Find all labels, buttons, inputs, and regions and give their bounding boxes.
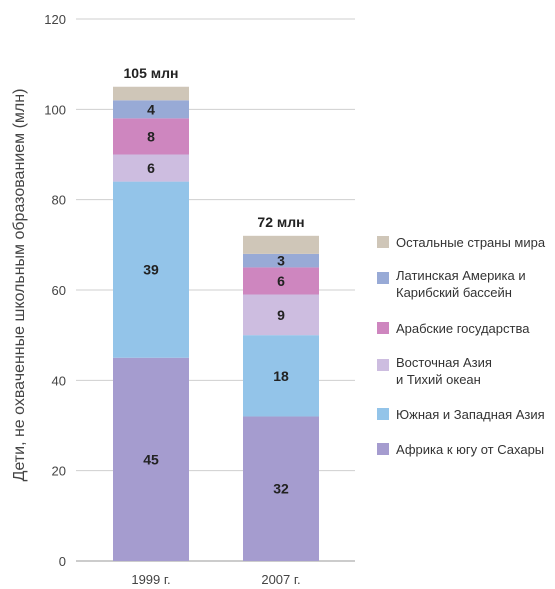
bars: 45 39 6 8 4 105 млн 32 18 9 6 3 72 млн (113, 65, 319, 561)
data-label: 39 (143, 262, 159, 278)
bar-segment (113, 86, 189, 101)
y-axis-ticks: 0 20 40 60 80 100 120 (44, 12, 66, 569)
bar-segment (243, 335, 319, 417)
y-axis-label: Дети, не охваченные школьным образование… (11, 89, 28, 482)
legend-label: и Тихий океан (396, 372, 481, 387)
x-axis-ticks: 1999 г. 2007 г. (131, 572, 300, 587)
data-label: 32 (273, 481, 289, 497)
y-tick-label: 20 (52, 464, 66, 479)
total-label: 105 млн (124, 65, 179, 81)
bar-segment (243, 235, 319, 254)
legend-swatch (377, 408, 389, 420)
y-tick-label: 80 (52, 193, 66, 208)
bar-segment (113, 118, 189, 155)
data-label: 6 (277, 273, 285, 289)
y-tick-label: 60 (52, 283, 66, 298)
legend-label: Латинская Америка и (396, 268, 526, 283)
bar-segment (113, 154, 189, 182)
legend-swatch (377, 322, 389, 334)
y-tick-label: 100 (44, 102, 66, 117)
bar-segment (113, 181, 189, 358)
data-label: 4 (147, 101, 155, 117)
y-tick-label: 0 (59, 554, 66, 569)
bar-segment (243, 416, 319, 561)
bar-segment (243, 253, 319, 268)
data-label: 45 (143, 451, 159, 467)
legend-label: Арабские государства (396, 321, 530, 336)
legend-label: Африка к югу от Сахары (396, 442, 544, 457)
legend-swatch (377, 272, 389, 284)
bar-segment (243, 294, 319, 336)
legend-swatch (377, 359, 389, 371)
legend-swatch (377, 443, 389, 455)
legend-label: Остальные страны мира (396, 235, 546, 250)
legend: Остальные страны мира Латинская Америка и… (377, 235, 546, 457)
x-tick-label: 2007 г. (261, 572, 300, 587)
data-label: 6 (147, 160, 155, 176)
data-label: 9 (277, 307, 285, 323)
data-label: 18 (273, 368, 289, 384)
legend-label: Восточная Азия (396, 355, 492, 370)
total-label: 72 млн (257, 214, 304, 230)
y-tick-label: 120 (44, 12, 66, 27)
bar-segment (113, 357, 189, 561)
legend-label: Карибский бассейн (396, 285, 512, 300)
legend-label: Южная и Западная Азия (396, 407, 545, 422)
x-tick-label: 1999 г. (131, 572, 170, 587)
bar-segment (243, 267, 319, 295)
bar-segment (113, 100, 189, 119)
data-label: 8 (147, 128, 155, 144)
data-label: 3 (277, 253, 285, 269)
legend-swatch (377, 236, 389, 248)
y-tick-label: 40 (52, 373, 66, 388)
